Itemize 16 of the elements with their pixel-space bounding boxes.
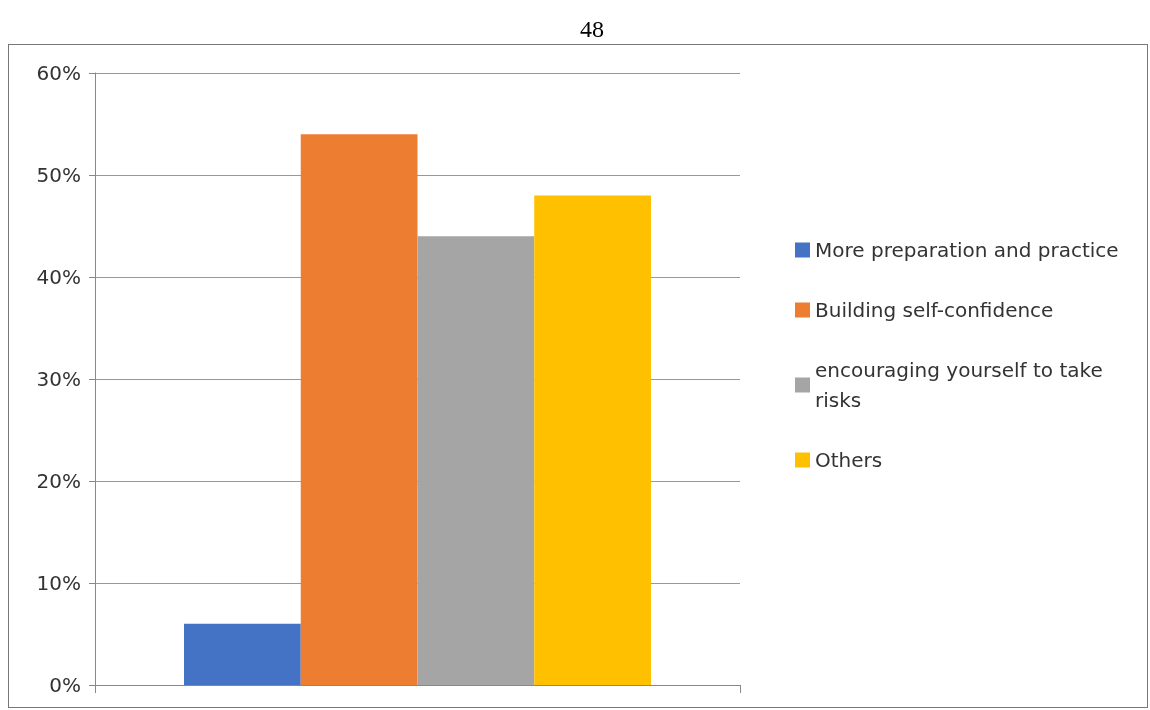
y-tick-label: 20%	[36, 469, 81, 493]
legend-label: encouraging yourself to take risks	[815, 358, 1110, 412]
legend-label: More preparation and practice	[815, 238, 1119, 262]
y-tick-label: 30%	[36, 367, 81, 391]
y-tick-label: 0%	[49, 673, 81, 697]
text: 48	[580, 16, 604, 42]
legend-label: Building self-confidence	[815, 298, 1054, 322]
bar	[417, 236, 535, 685]
y-tick-label: 60%	[36, 61, 81, 85]
bar	[534, 195, 651, 685]
legend-label: Others	[815, 448, 883, 472]
y-tick-label: 40%	[36, 265, 81, 289]
bar	[184, 623, 301, 685]
y-tick-label: 50%	[36, 163, 81, 187]
bar	[300, 134, 418, 685]
y-tick-label: 10%	[36, 571, 81, 595]
